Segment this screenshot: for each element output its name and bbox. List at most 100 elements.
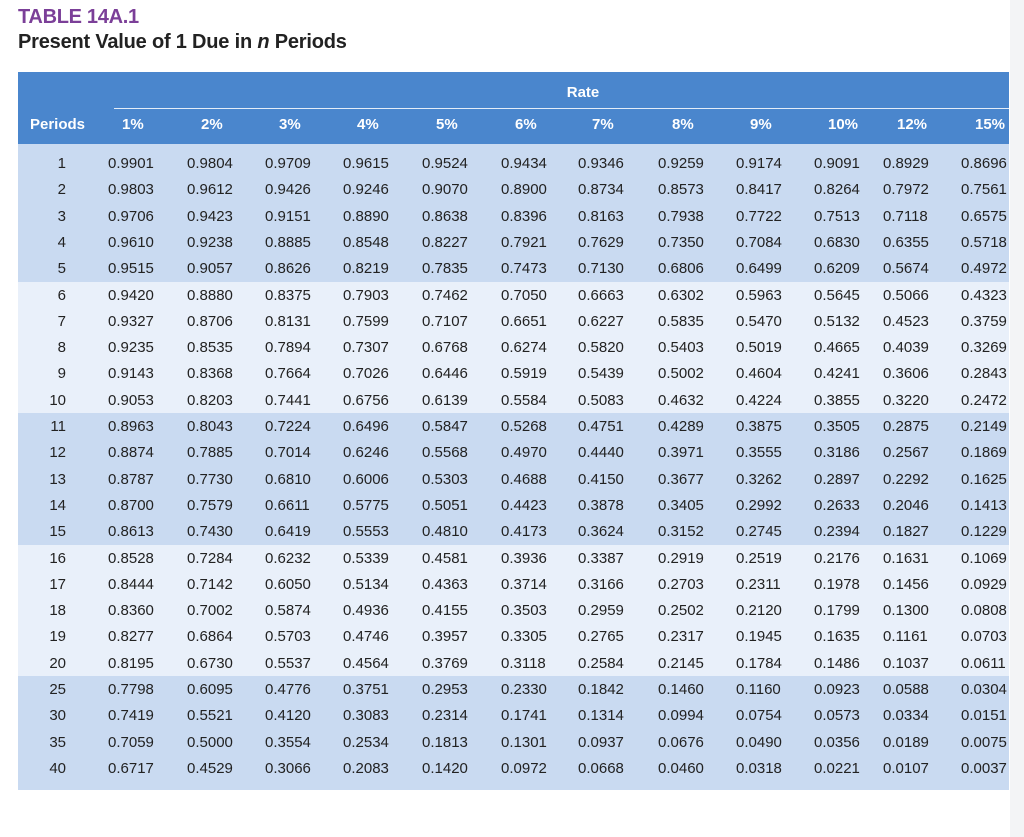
value-cell: 0.1635 xyxy=(814,628,860,646)
value-cell: 0.5674 xyxy=(883,260,929,278)
value-cell: 0.7561 xyxy=(961,181,1007,199)
value-cell: 0.5470 xyxy=(736,312,782,330)
value-cell: 0.2502 xyxy=(658,602,704,620)
value-cell: 0.5847 xyxy=(422,418,468,435)
value-cell: 0.7473 xyxy=(501,260,547,278)
value-cell: 0.4581 xyxy=(422,549,468,567)
value-cell: 0.9515 xyxy=(108,260,154,278)
value-cell: 0.1813 xyxy=(422,733,468,751)
value-cell: 0.9706 xyxy=(108,207,154,225)
value-cell: 0.1799 xyxy=(814,602,860,620)
period-cell: 2 xyxy=(57,181,66,199)
value-cell: 0.6227 xyxy=(578,312,624,330)
value-cell: 0.5066 xyxy=(883,286,929,304)
value-cell: 0.3878 xyxy=(578,496,624,514)
value-cell: 0.0703 xyxy=(961,628,1007,646)
period-cell: 12 xyxy=(49,444,66,462)
value-cell: 0.8880 xyxy=(187,286,233,304)
value-cell: 0.6864 xyxy=(187,628,233,646)
table-row: 18 0.8360 0.7002 0.5874 0.4936 0.4155 0.3503 0.… xyxy=(18,599,1009,625)
value-cell: 0.0588 xyxy=(883,681,929,698)
value-cell: 0.2394 xyxy=(814,523,860,541)
value-cell: 0.8706 xyxy=(187,312,233,330)
value-cell: 0.7118 xyxy=(883,207,928,225)
value-cell: 0.1631 xyxy=(883,549,929,567)
value-cell: 0.3759 xyxy=(961,312,1007,330)
value-cell: 0.4776 xyxy=(265,681,311,698)
value-cell: 0.0460 xyxy=(658,759,704,777)
value-cell: 0.5874 xyxy=(265,602,311,620)
value-cell: 0.2314 xyxy=(422,707,468,725)
value-cell: 0.3936 xyxy=(501,549,547,567)
value-cell: 0.5568 xyxy=(422,444,468,462)
period-cell: 40 xyxy=(49,759,66,777)
value-cell: 0.2584 xyxy=(578,654,624,672)
title-suffix: Periods xyxy=(269,31,347,53)
value-cell: 0.9420 xyxy=(108,286,154,304)
value-cell: 0.7972 xyxy=(883,181,929,199)
value-cell: 0.8277 xyxy=(108,628,154,646)
value-cell: 0.2149 xyxy=(961,418,1007,435)
value-cell: 0.9709 xyxy=(265,155,311,172)
value-cell: 0.1229 xyxy=(961,523,1007,541)
period-cell: 19 xyxy=(49,628,66,646)
value-cell: 0.6050 xyxy=(265,575,311,593)
value-cell: 0.3387 xyxy=(578,549,624,567)
value-cell: 0.9426 xyxy=(265,181,311,199)
table-row: 9 0.9143 0.8368 0.7664 0.7026 0.6446 0.5919 0.5… xyxy=(18,362,1009,388)
value-cell: 0.4936 xyxy=(343,602,389,620)
value-cell: 0.7284 xyxy=(187,549,233,567)
value-cell: 0.8638 xyxy=(422,207,468,225)
value-cell: 0.8874 xyxy=(108,444,154,462)
value-cell: 0.5919 xyxy=(501,365,547,383)
value-cell: 0.1869 xyxy=(961,444,1007,462)
rate-header-9: 10% xyxy=(828,116,859,133)
rate-header-4: 5% xyxy=(436,116,458,133)
value-cell: 0.5268 xyxy=(501,418,547,435)
value-cell: 0.5820 xyxy=(578,339,624,357)
value-cell: 0.6806 xyxy=(658,260,704,278)
value-cell: 0.9327 xyxy=(108,312,154,330)
value-cell: 0.8417 xyxy=(736,181,782,199)
period-cell: 16 xyxy=(49,549,66,567)
value-cell: 0.5134 xyxy=(343,575,389,593)
value-cell: 0.0356 xyxy=(814,733,860,751)
period-cell: 18 xyxy=(49,602,66,620)
value-cell: 0.7921 xyxy=(501,233,547,251)
value-cell: 0.1784 xyxy=(736,654,782,672)
period-cell: 4 xyxy=(57,233,66,251)
rate-header-0: 1% xyxy=(122,116,144,133)
value-cell: 0.4665 xyxy=(814,339,860,357)
value-cell: 0.9057 xyxy=(187,260,233,278)
value-cell: 0.8787 xyxy=(108,470,154,488)
table-row: 8 0.9235 0.8535 0.7894 0.7307 0.6768 0.6274 0.5… xyxy=(18,336,1009,362)
period-cell: 14 xyxy=(49,496,66,514)
value-cell: 0.8360 xyxy=(108,602,154,620)
value-cell: 0.4810 xyxy=(422,523,468,541)
value-cell: 0.6302 xyxy=(658,286,704,304)
value-cell: 0.4289 xyxy=(658,418,704,435)
value-cell: 0.1301 xyxy=(501,733,547,751)
value-cell: 0.9053 xyxy=(108,391,154,409)
value-cell: 0.2875 xyxy=(883,418,929,435)
value-cell: 0.1069 xyxy=(961,549,1007,567)
value-cell: 0.1486 xyxy=(814,654,860,672)
value-cell: 0.6446 xyxy=(422,365,468,383)
value-cell: 0.3220 xyxy=(883,391,929,409)
value-cell: 0.3957 xyxy=(422,628,468,646)
value-cell: 0.6575 xyxy=(961,207,1007,225)
value-cell: 0.6419 xyxy=(265,523,311,541)
value-cell: 0.0490 xyxy=(736,733,782,751)
value-cell: 0.2120 xyxy=(736,602,782,620)
value-cell: 0.5002 xyxy=(658,365,704,383)
value-cell: 0.7050 xyxy=(501,286,547,304)
value-cell: 0.3751 xyxy=(343,681,389,698)
period-cell: 5 xyxy=(57,260,66,278)
value-cell: 0.4440 xyxy=(578,444,624,462)
value-cell: 0.2953 xyxy=(422,681,468,698)
value-cell: 0.0923 xyxy=(814,681,860,698)
value-cell: 0.2897 xyxy=(814,470,860,488)
table-row: 12 0.8874 0.7885 0.7014 0.6246 0.5568 0.4970 0.… xyxy=(18,441,1009,467)
value-cell: 0.0334 xyxy=(883,707,929,725)
value-cell: 0.2534 xyxy=(343,733,389,751)
